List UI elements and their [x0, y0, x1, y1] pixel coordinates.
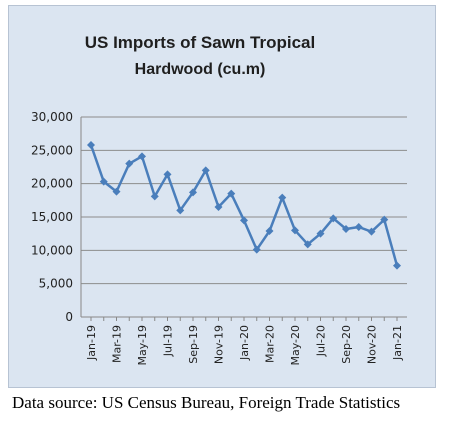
- series-line: [89, 144, 399, 267]
- data-point: [112, 187, 121, 196]
- data-point: [265, 227, 274, 235]
- data-point: [291, 226, 299, 235]
- data-point: [367, 227, 376, 236]
- data-point: [342, 225, 350, 233]
- chart-frame: US Imports of Sawn Tropical Hardwood (cu…: [8, 5, 436, 388]
- x-tick-label: Jan-19: [85, 325, 98, 361]
- data-point: [150, 192, 159, 201]
- chart-title-line-2: Hardwood (cu.m): [135, 61, 266, 78]
- y-tick-label: 20,000: [31, 177, 73, 191]
- y-tick-label: 30,000: [31, 110, 73, 124]
- data-point: [87, 141, 95, 149]
- x-tick-label: Mar-19: [111, 325, 124, 363]
- x-tick-label: Mar-20: [264, 325, 277, 363]
- data-point: [138, 152, 146, 161]
- data-point: [240, 216, 248, 225]
- data-point: [329, 214, 338, 223]
- data-source-note: Data source: US Census Bureau, Foreign T…: [12, 393, 401, 412]
- data-point: [278, 193, 287, 202]
- x-tick-label: Sep-19: [187, 325, 200, 364]
- y-tick-label: 10,000: [31, 243, 73, 257]
- x-tick-label: Jan-21: [391, 325, 404, 361]
- data-point: [316, 229, 325, 238]
- y-tick-label: 5,000: [39, 277, 73, 291]
- data-point: [303, 240, 312, 249]
- x-tick-label: May-19: [136, 325, 149, 366]
- data-point: [163, 170, 172, 179]
- data-point: [214, 203, 223, 211]
- data-point: [354, 223, 363, 231]
- x-tick-label: Jan-20: [238, 325, 251, 361]
- data-point: [201, 166, 210, 175]
- data-point: [380, 215, 389, 224]
- data-point: [189, 188, 197, 197]
- data-point: [393, 261, 401, 270]
- x-tick-label: Jul-19: [162, 325, 175, 357]
- data-point: [125, 159, 134, 168]
- chart-title-line-1: US Imports of Sawn Tropical: [85, 33, 315, 52]
- x-tick-label: May-20: [289, 325, 302, 366]
- data-point: [252, 245, 261, 254]
- x-tick-label: Nov-20: [366, 325, 379, 364]
- x-tick-label: Jul-20: [315, 325, 328, 357]
- data-point: [176, 206, 185, 215]
- data-point: [99, 177, 108, 186]
- line-chart: US Imports of Sawn Tropical Hardwood (cu…: [31, 33, 407, 366]
- y-tick-label: 0: [65, 310, 73, 324]
- data-point: [227, 189, 236, 198]
- y-tick-label: 25,000: [31, 143, 73, 157]
- y-tick-label: 15,000: [31, 210, 73, 224]
- x-tick-label: Nov-19: [213, 325, 226, 364]
- x-tick-label: Sep-20: [340, 325, 353, 364]
